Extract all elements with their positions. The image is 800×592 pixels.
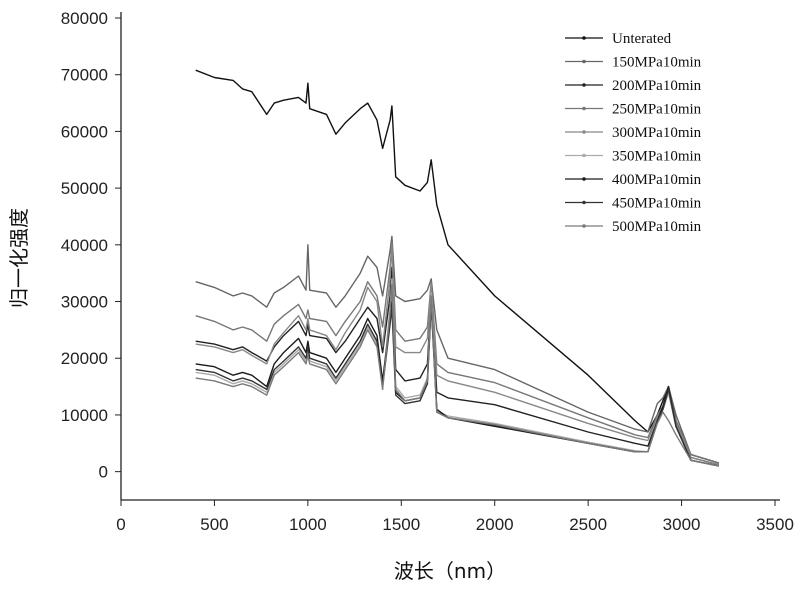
legend-label: 350MPa10min bbox=[612, 149, 702, 165]
legend-marker bbox=[582, 36, 586, 40]
legend-marker bbox=[582, 153, 586, 158]
series-line-unterated bbox=[195, 69, 720, 464]
series-line-250mpa10min bbox=[195, 241, 720, 464]
legend-label: Unterated bbox=[612, 31, 672, 47]
legend-item: 400MPa10min bbox=[565, 172, 702, 188]
x-axis-label: 波长（nm） bbox=[394, 559, 506, 583]
x-tick-label: 500 bbox=[200, 515, 228, 534]
y-tick-label: 0 bbox=[99, 463, 108, 482]
x-tick-label: 3500 bbox=[756, 515, 794, 534]
series-line-450mpa10min bbox=[195, 303, 720, 467]
legend-item: 500MPa10min bbox=[565, 219, 702, 235]
series-line-150mpa10min bbox=[195, 235, 720, 464]
legend-item: 300MPa10min bbox=[565, 125, 702, 141]
x-tick-label: 1000 bbox=[289, 515, 327, 534]
legend-item: 250MPa10min bbox=[565, 102, 702, 118]
legend-marker bbox=[582, 59, 586, 64]
legend-item: 450MPa10min bbox=[565, 196, 702, 212]
y-tick-label: 60000 bbox=[61, 122, 108, 141]
series-line-350mpa10min bbox=[195, 278, 720, 467]
y-tick-label: 40000 bbox=[61, 236, 108, 255]
x-tick-label: 1500 bbox=[382, 515, 420, 534]
legend-item: 200MPa10min bbox=[565, 78, 702, 94]
y-tick-label: 50000 bbox=[61, 179, 108, 198]
y-tick-label: 20000 bbox=[61, 349, 108, 368]
legend-label: 400MPa10min bbox=[612, 172, 702, 188]
legend-label: 250MPa10min bbox=[612, 102, 702, 118]
x-tick-label: 2500 bbox=[569, 515, 607, 534]
legend-label: 500MPa10min bbox=[612, 219, 702, 235]
legend-marker bbox=[582, 130, 586, 134]
legend-item: 150MPa10min bbox=[565, 55, 702, 71]
legend-label: 300MPa10min bbox=[612, 125, 702, 141]
legend-marker bbox=[582, 224, 586, 228]
ticks-layer: 0 500 1000 1500 2000 2500 3000 3500 0 10000 20000 3… bbox=[61, 9, 794, 534]
legend-item: Unterated bbox=[565, 31, 672, 47]
x-tick-label: 2000 bbox=[476, 515, 514, 534]
y-tick-label: 70000 bbox=[61, 66, 108, 85]
series-layer bbox=[195, 69, 720, 467]
legend: Unterated 150MPa10min 200MPa10min 250MPa10m… bbox=[565, 31, 702, 235]
y-tick-label: 10000 bbox=[61, 406, 108, 425]
y-tick-label: 30000 bbox=[61, 293, 108, 312]
legend-label: 200MPa10min bbox=[612, 78, 702, 94]
legend-marker bbox=[582, 83, 586, 87]
legend-item: 350MPa10min bbox=[565, 149, 702, 165]
legend-marker bbox=[582, 177, 586, 181]
y-axis-label: 归一化强度 bbox=[7, 208, 31, 308]
x-tick-label: 3000 bbox=[663, 515, 701, 534]
y-tick-label: 80000 bbox=[61, 9, 108, 28]
series-line-300mpa10min bbox=[195, 244, 720, 466]
legend-label: 450MPa10min bbox=[612, 196, 702, 212]
legend-label: 150MPa10min bbox=[612, 55, 702, 71]
series-line-200mpa10min bbox=[195, 266, 720, 466]
series-line-500mpa10min bbox=[195, 283, 720, 467]
legend-marker bbox=[582, 200, 586, 205]
x-tick-label: 0 bbox=[116, 515, 125, 534]
legend-marker bbox=[582, 106, 586, 111]
